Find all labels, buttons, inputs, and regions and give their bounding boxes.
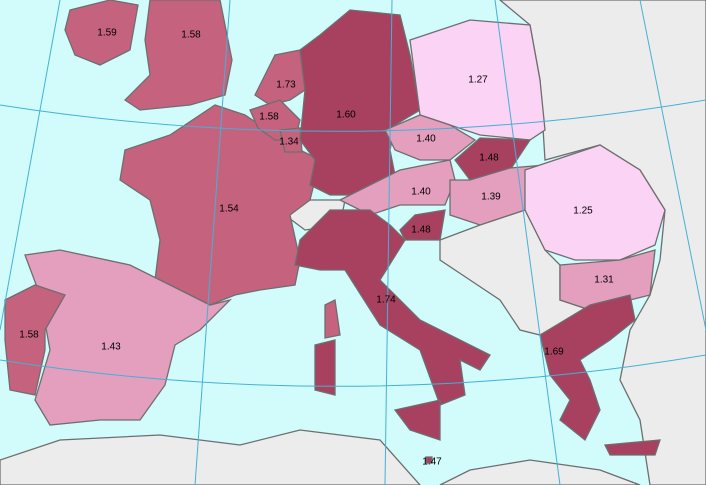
region-label: 1.59 [97,28,117,39]
region-label: 1.58 [19,330,39,341]
region [539,294,661,456]
region [279,127,303,153]
labels: 1.59 1.58 1.73 1.58 1.34 1.60 1.27 1.40 … [19,28,614,468]
region [64,0,139,66]
region-label: 1.40 [411,187,431,198]
region [294,209,491,441]
region-label: 1.34 [279,137,299,148]
region-label: 1.39 [481,192,501,203]
regions [4,0,666,464]
graticule-line [494,0,561,485]
region [524,144,666,261]
region-label: 1.48 [411,225,431,236]
graticule-line [0,0,61,331]
land [0,429,421,485]
region-label: 1.48 [479,153,499,164]
region [254,49,306,106]
region-label: 1.25 [573,206,593,217]
region-label: 1.47 [422,457,442,468]
region-part [539,294,636,442]
land [439,459,641,485]
region [4,284,66,396]
region [324,299,341,339]
region-label: 1.58 [181,30,201,41]
region-label: 1.74 [376,295,396,306]
region-part [393,399,441,441]
region [119,104,321,306]
graticule-line [194,0,231,485]
region-part [294,209,491,406]
region-label: 1.69 [544,347,564,358]
region-part [603,439,661,456]
region [123,0,233,111]
graticule-line [0,99,706,132]
region [384,114,477,161]
region-label: 1.27 [468,75,488,86]
region [454,137,532,181]
region-label: 1.60 [336,110,356,121]
region-label: 1.40 [416,134,436,145]
region-part [314,339,336,396]
graticule-line [0,354,706,387]
graticule-line [639,0,706,331]
region [299,9,421,196]
graticule-line [384,0,393,485]
region [24,249,233,426]
region-label: 1.58 [259,112,279,123]
region [425,456,433,464]
region-label: 1.73 [276,80,296,91]
region [559,249,656,311]
region-label: 1.54 [219,204,239,215]
region-label: 1.31 [594,275,614,286]
region-label: 1.43 [101,342,121,353]
